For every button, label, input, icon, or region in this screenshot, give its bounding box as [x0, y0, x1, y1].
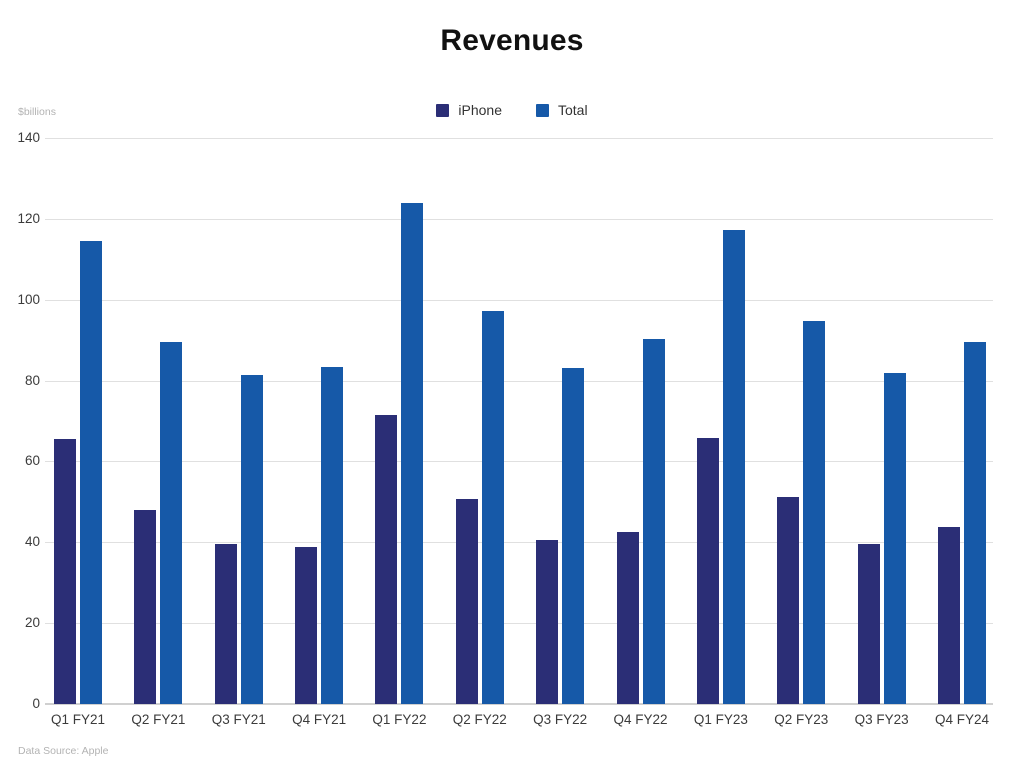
- bar-iphone-q1-fy21: [54, 438, 76, 704]
- y-tick-label: 60: [24, 453, 40, 469]
- x-tick-label: Q1 FY23: [693, 712, 748, 727]
- y-tick-label: 20: [24, 615, 40, 631]
- bar-total-q2-fy22: [481, 310, 504, 704]
- bar-total-q3-fy23: [883, 373, 906, 704]
- x-tick-label: Q3 FY21: [211, 712, 266, 727]
- bar-total-q1-fy22: [401, 202, 424, 704]
- bar-total-q4-fy22: [642, 339, 665, 704]
- gridline-y-20: [45, 623, 993, 625]
- legend-label: Total: [558, 102, 588, 118]
- chart-legend: iPhone Total: [0, 102, 1024, 118]
- bar-total-q4-fy24: [963, 342, 986, 704]
- y-tick-label: 140: [17, 130, 40, 145]
- bar-total-q4-fy21: [321, 366, 344, 704]
- bar-total-q2-fy23: [803, 320, 826, 704]
- gridline-y-40: [45, 542, 993, 544]
- legend-item-total: Total: [536, 102, 588, 118]
- bar-iphone-q4-fy21: [295, 546, 318, 704]
- chart-title: Revenues: [440, 24, 584, 57]
- y-tick-label: 120: [17, 210, 40, 226]
- gridline-y-140: [45, 138, 993, 139]
- legend-swatch-total: [536, 103, 549, 117]
- y-tick-label: 40: [24, 534, 40, 550]
- data-source-note: Data Source: Apple: [18, 745, 109, 757]
- bar-iphone-q4-fy24: [937, 526, 960, 704]
- x-tick-label: Q4 FY21: [292, 712, 347, 727]
- x-tick-label: Q2 FY21: [131, 712, 186, 727]
- y-tick-label: 100: [17, 291, 40, 307]
- x-tick-label: Q4 FY22: [613, 712, 668, 727]
- bar-iphone-q3-fy21: [214, 544, 237, 704]
- x-tick-label: Q3 FY23: [854, 712, 909, 727]
- x-tick-label: Q1 FY22: [372, 712, 427, 727]
- x-tick-label: Q4 FY24: [934, 712, 989, 727]
- x-tick-label: Q3 FY22: [533, 712, 588, 727]
- bar-total-q1-fy23: [722, 230, 745, 704]
- bar-iphone-q1-fy23: [696, 437, 719, 704]
- legend-item-iphone: iPhone: [436, 102, 502, 118]
- legend-label: iPhone: [458, 102, 502, 118]
- y-tick-label: 0: [32, 696, 40, 711]
- bar-total-q3-fy22: [562, 368, 585, 704]
- gridline-y-100: [45, 299, 993, 301]
- x-axis-baseline: [45, 703, 993, 705]
- x-tick-label: Q2 FY23: [774, 712, 829, 727]
- y-tick-label: 80: [24, 372, 40, 388]
- bar-iphone-q3-fy23: [857, 543, 880, 704]
- bar-iphone-q2-fy21: [134, 510, 157, 704]
- bar-iphone-q4-fy22: [616, 531, 639, 704]
- bar-total-q1-fy21: [80, 241, 102, 704]
- bar-iphone-q2-fy23: [777, 496, 800, 704]
- gridline-y-60: [45, 461, 993, 463]
- bar-total-q3-fy21: [240, 374, 263, 704]
- bar-iphone-q3-fy22: [536, 539, 559, 704]
- bar-total-q2-fy21: [160, 341, 183, 704]
- bar-iphone-q2-fy22: [455, 499, 478, 704]
- y-axis-unit-label: $billions: [18, 106, 56, 118]
- x-tick-label: Q2 FY22: [452, 712, 507, 727]
- gridline-y-120: [45, 218, 993, 220]
- bar-iphone-q1-fy22: [375, 414, 398, 704]
- gridline-y-80: [45, 380, 993, 382]
- x-tick-label: Q1 FY21: [50, 712, 106, 727]
- legend-swatch-iphone: [436, 103, 450, 117]
